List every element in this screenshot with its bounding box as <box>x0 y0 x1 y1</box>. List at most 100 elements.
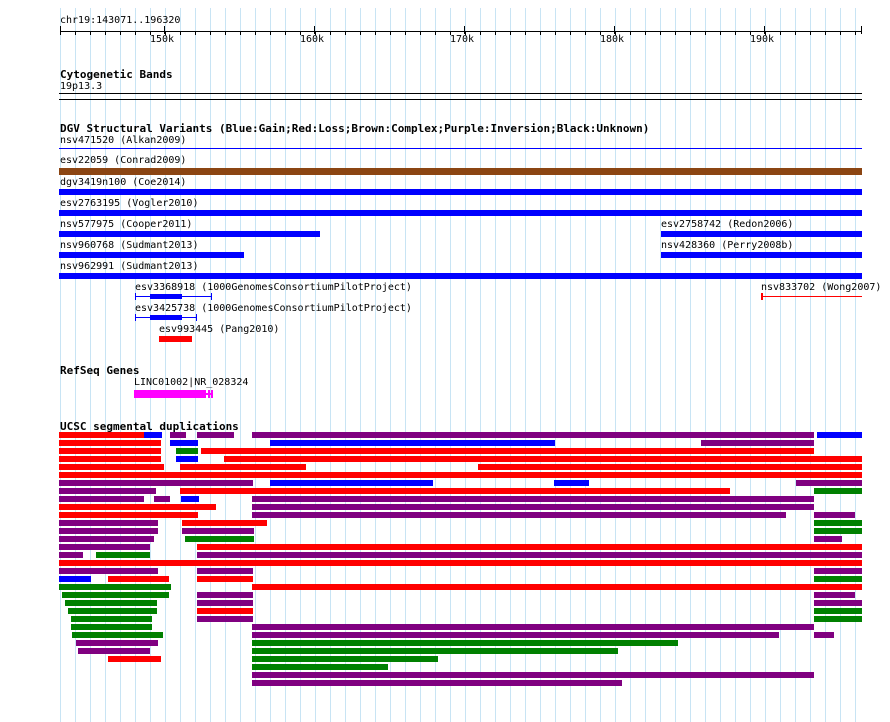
segdup-bar[interactable] <box>59 552 83 558</box>
segdup-bar[interactable] <box>59 496 144 502</box>
dgv-feature-label[interactable]: nsv471520 (Alkan2009) <box>60 135 187 146</box>
cytoband-label[interactable]: 19p13.3 <box>60 81 103 92</box>
segdup-bar[interactable] <box>59 568 158 574</box>
segdup-bar[interactable] <box>252 664 388 670</box>
dgv-feature-label[interactable]: esv3368918 (1000GenomesConsortiumPilotPr… <box>135 282 412 293</box>
segdup-bar[interactable] <box>108 656 161 662</box>
segdup-bar[interactable] <box>814 520 862 526</box>
dgv-feature-label[interactable]: esv2763195 (Vogler2010) <box>60 198 199 209</box>
segdup-bar[interactable] <box>554 480 589 486</box>
dgv-feature-label[interactable]: nsv428360 (Perry2008b) <box>661 240 794 251</box>
segdup-bar[interactable] <box>814 488 862 494</box>
gene-exon[interactable] <box>208 390 210 398</box>
segdup-bar[interactable] <box>68 608 157 614</box>
segdup-bar[interactable] <box>176 448 198 454</box>
segdup-bar[interactable] <box>252 640 678 646</box>
segdup-bar[interactable] <box>59 480 253 486</box>
segdup-bar[interactable] <box>59 504 216 510</box>
segdup-bar[interactable] <box>197 432 234 438</box>
segdup-bar[interactable] <box>252 512 786 518</box>
gene-exon[interactable] <box>134 390 206 398</box>
segdup-bar[interactable] <box>59 448 161 454</box>
segdup-bar[interactable] <box>252 432 814 438</box>
segdup-bar[interactable] <box>59 536 154 542</box>
dgv-feature-bar[interactable] <box>59 231 320 237</box>
segdup-bar[interactable] <box>154 496 170 502</box>
dgv-feature-label[interactable]: dgv3419n100 (Coe2014) <box>60 177 187 188</box>
segdup-bar[interactable] <box>180 464 306 470</box>
segdup-bar[interactable] <box>814 536 842 542</box>
dgv-feature-bar[interactable] <box>661 231 862 237</box>
segdup-bar[interactable] <box>62 592 169 598</box>
segdup-bar[interactable] <box>59 576 91 582</box>
segdup-bar[interactable] <box>197 576 253 582</box>
segdup-bar[interactable] <box>701 440 814 446</box>
segdup-bar[interactable] <box>814 576 862 582</box>
dgv-feature-label[interactable]: esv3425738 (1000GenomesConsortiumPilotPr… <box>135 303 412 314</box>
segdup-bar[interactable] <box>197 552 862 558</box>
segdup-bar[interactable] <box>252 584 862 590</box>
segdup-bar[interactable] <box>197 592 253 598</box>
segdup-bar[interactable] <box>180 488 730 494</box>
segdup-bar[interactable] <box>252 504 814 510</box>
dgv-feature-bar[interactable] <box>159 336 192 342</box>
segdup-bar[interactable] <box>252 648 618 654</box>
segdup-bar[interactable] <box>201 448 814 454</box>
dgv-feature-label[interactable]: nsv577975 (Cooper2011) <box>60 219 193 230</box>
segdup-bar[interactable] <box>96 552 150 558</box>
gene-label[interactable]: LINC01002|NR_028324 <box>134 377 249 388</box>
dgv-feature-label[interactable]: esv993445 (Pang2010) <box>159 324 280 335</box>
dgv-feature-bar[interactable] <box>59 168 862 175</box>
segdup-bar[interactable] <box>814 552 862 558</box>
segdup-bar[interactable] <box>252 632 779 638</box>
segdup-bar[interactable] <box>182 520 267 526</box>
segdup-bar[interactable] <box>252 496 814 502</box>
segdup-bar[interactable] <box>59 440 161 446</box>
segdup-bar[interactable] <box>197 600 253 606</box>
dgv-feature-bar[interactable] <box>59 273 862 279</box>
dgv-feature-label[interactable]: nsv962991 (Sudmant2013) <box>60 261 199 272</box>
dgv-feature-bar[interactable] <box>59 189 862 195</box>
dgv-feature-label[interactable]: nsv833702 (Wong2007) <box>761 282 882 293</box>
segdup-bar[interactable] <box>182 528 254 534</box>
dgv-feature-label[interactable]: esv22059 (Conrad2009) <box>60 155 187 166</box>
dgv-feature-bar[interactable] <box>661 252 862 258</box>
segdup-bar[interactable] <box>796 480 862 486</box>
segdup-bar[interactable] <box>59 528 158 534</box>
segdup-bar[interactable] <box>59 520 158 526</box>
segdup-bar[interactable] <box>185 536 254 542</box>
segdup-bar[interactable] <box>197 616 253 622</box>
segdup-bar[interactable] <box>65 600 157 606</box>
segdup-bar[interactable] <box>76 640 158 646</box>
segdup-bar[interactable] <box>814 632 834 638</box>
segdup-bar[interactable] <box>270 440 555 446</box>
dgv-title[interactable]: DGV Structural Variants (Blue:Gain;Red:L… <box>60 122 650 135</box>
dgv-feature-bar[interactable] <box>59 148 862 149</box>
segdup-bar[interactable] <box>144 432 162 438</box>
gene-exon[interactable] <box>211 390 213 398</box>
segdup-bar[interactable] <box>78 648 150 654</box>
segdup-bar[interactable] <box>814 600 862 606</box>
segdup-bar[interactable] <box>197 568 253 574</box>
segdup-bar[interactable] <box>252 624 814 630</box>
segdup-bar[interactable] <box>59 472 862 478</box>
segdup-bar[interactable] <box>108 576 169 582</box>
segdup-bar[interactable] <box>270 480 433 486</box>
dgv-feature-bar[interactable] <box>761 296 862 297</box>
segdup-bar[interactable] <box>72 632 163 638</box>
segdup-bar[interactable] <box>170 432 186 438</box>
segdup-bar[interactable] <box>224 456 862 462</box>
segdup-bar[interactable] <box>59 560 862 566</box>
segdup-bar[interactable] <box>59 456 161 462</box>
dgv-feature-bar[interactable] <box>150 294 182 299</box>
segdup-bar[interactable] <box>59 584 171 590</box>
segdups-title[interactable]: UCSC segmental duplications <box>60 420 239 433</box>
segdup-bar[interactable] <box>478 464 862 470</box>
dgv-feature-label[interactable]: nsv960768 (Sudmant2013) <box>60 240 199 251</box>
segdup-bar[interactable] <box>170 440 198 446</box>
dgv-feature-bar[interactable] <box>59 252 244 258</box>
segdup-bar[interactable] <box>252 672 814 678</box>
segdup-bar[interactable] <box>814 592 855 598</box>
segdup-bar[interactable] <box>59 488 156 494</box>
segdup-bar[interactable] <box>181 496 199 502</box>
